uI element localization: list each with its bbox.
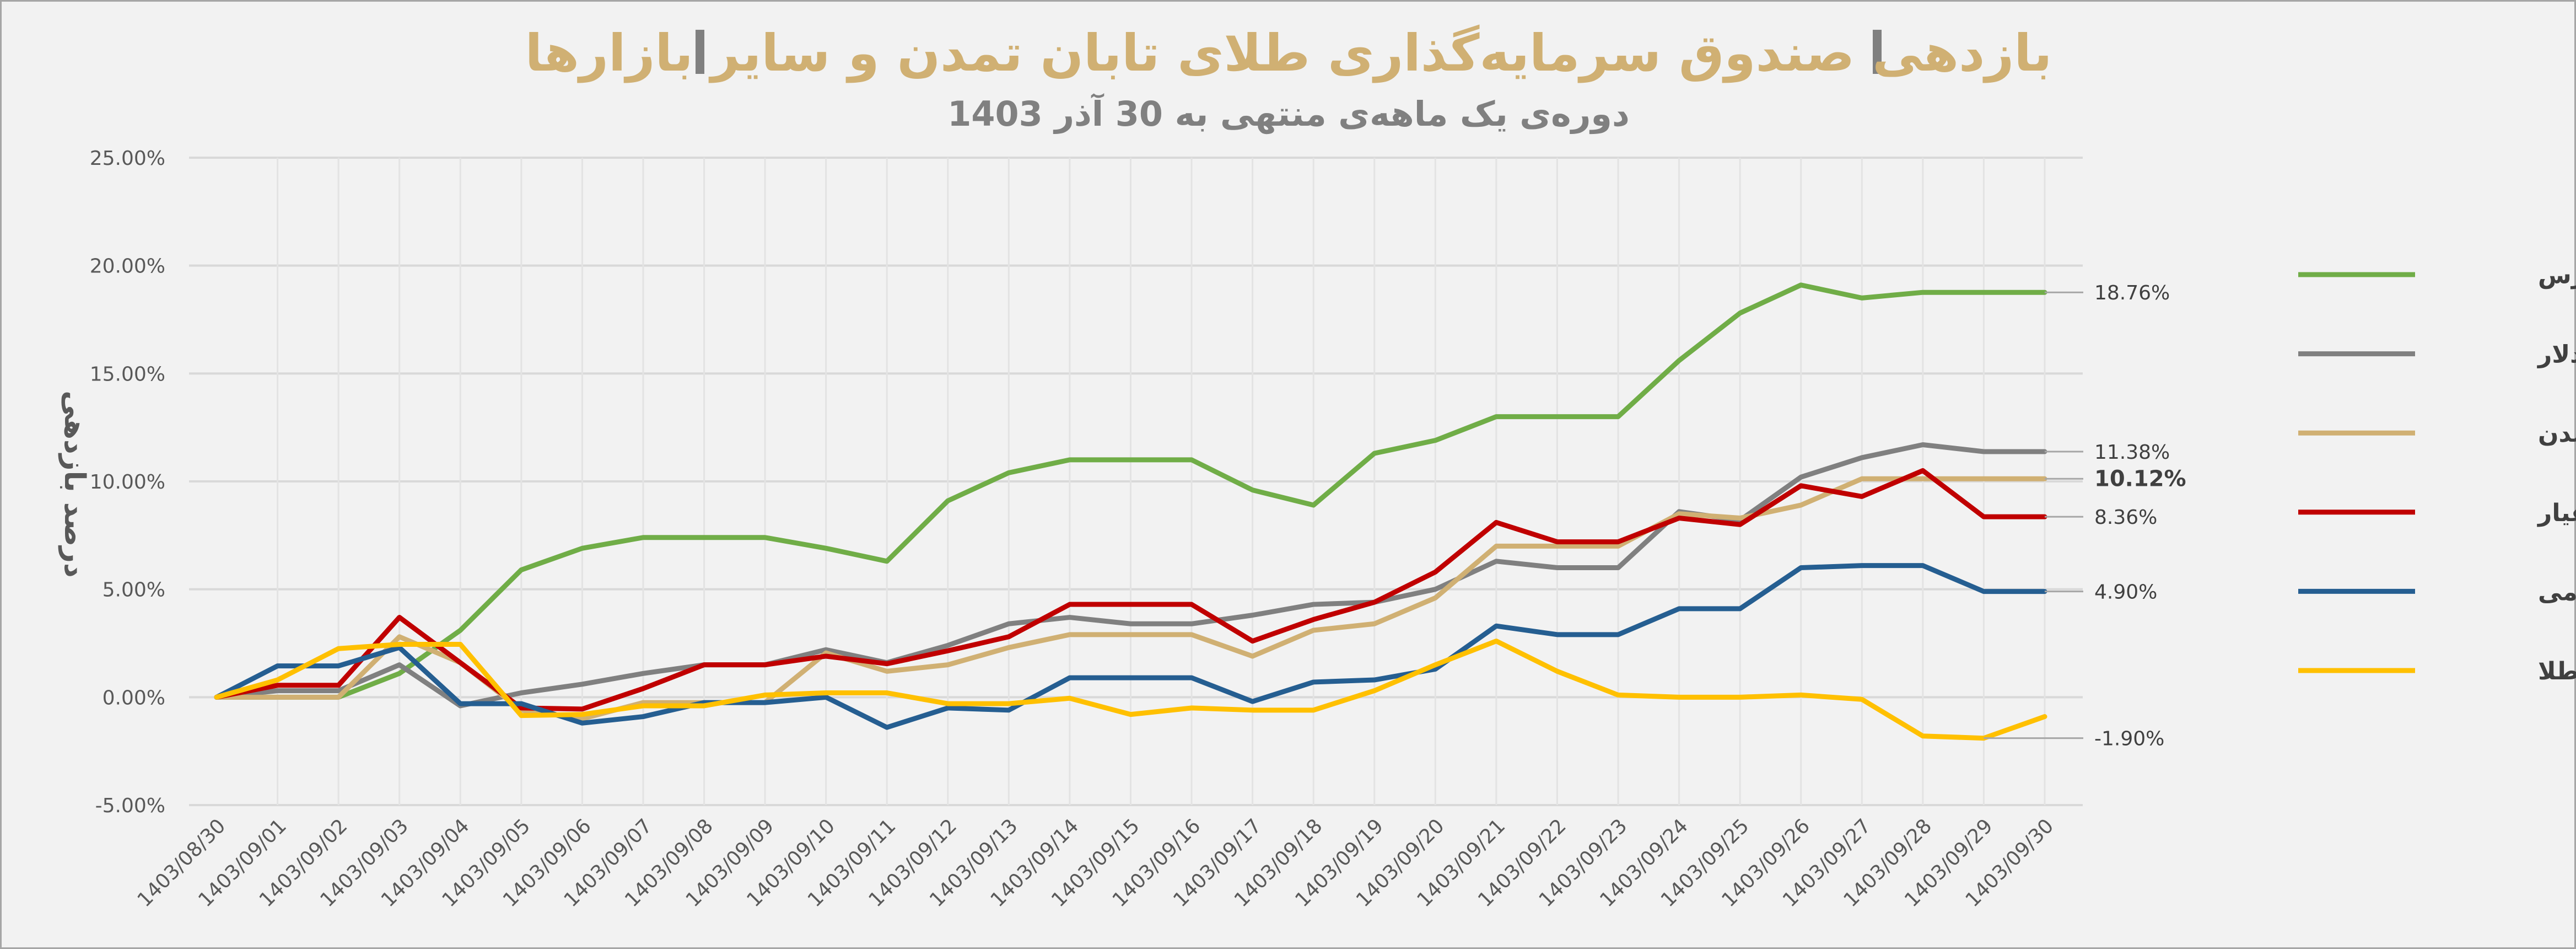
y-axis-label: درصد بازدهی — [58, 390, 91, 577]
legend-entry: طلای 18 عیار — [2537, 499, 2576, 527]
title-bracket-right — [1873, 30, 1882, 74]
series-line-3 — [214, 468, 2047, 712]
series-line-5 — [214, 639, 2047, 741]
y-tick-label: 20.00% — [90, 255, 165, 278]
legend-entry: انس طلا — [2538, 657, 2576, 685]
series-line-4 — [214, 563, 2047, 730]
y-tick-label: -5.00% — [95, 795, 165, 817]
legend-entry: سکه امامی — [2538, 578, 2576, 606]
title-bracket-left — [696, 30, 704, 74]
y-tick-label: 15.00% — [90, 363, 165, 385]
chart-subtitle: دوره‌ی یک ماهه‌ی منتهی به 30 آذر 1403 — [947, 93, 1630, 134]
end-label: 10.12% — [2094, 466, 2186, 491]
series-line-0 — [214, 282, 2047, 700]
chart-title: بازدهی صندوق سرمایه‌گذاری طلای تابان تمد… — [525, 24, 2052, 83]
legend-entry: طلای تابان تمدن — [2538, 420, 2576, 448]
y-tick-label: 25.00% — [90, 147, 165, 170]
legend-entry: دلار — [2537, 341, 2576, 369]
legend-entry: شاخص بورس — [2538, 261, 2576, 289]
end-label: -1.90% — [2094, 728, 2164, 750]
y-tick-label: 0.00% — [103, 687, 165, 709]
end-label: 4.90% — [2094, 581, 2157, 604]
y-tick-label: 5.00% — [103, 579, 165, 602]
end-label: 11.38% — [2094, 441, 2170, 464]
end-label: 18.76% — [2094, 282, 2170, 304]
end-label: 8.36% — [2094, 506, 2157, 529]
y-tick-label: 10.00% — [90, 471, 165, 494]
